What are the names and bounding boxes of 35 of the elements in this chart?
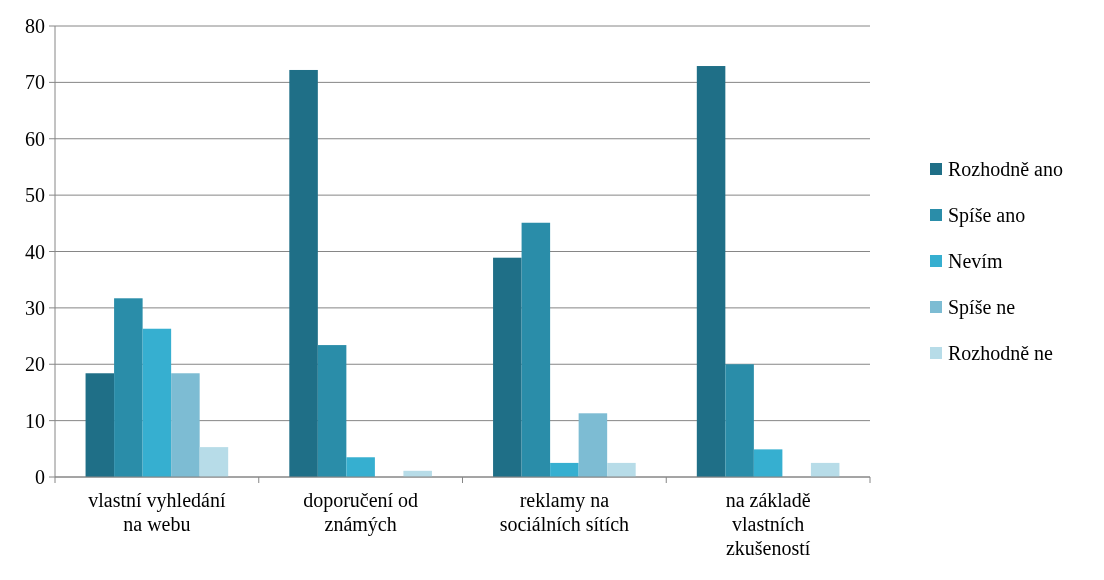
y-tick-label: 30 — [25, 296, 45, 319]
bar — [725, 364, 754, 477]
y-tick-label: 40 — [25, 240, 45, 263]
bar — [289, 69, 318, 477]
legend-label: Spíše ne — [948, 296, 1016, 319]
x-tick-label: doporučení od známých — [303, 489, 419, 536]
y-tick-label: 10 — [25, 409, 45, 432]
y-tick-label: 50 — [25, 184, 45, 207]
y-tick-label: 80 — [25, 15, 45, 37]
legend-label: Nevím — [948, 250, 1003, 272]
legend-label: Rozhodně ano — [948, 158, 1063, 180]
y-tick-label: 0 — [35, 466, 45, 488]
bar — [550, 462, 579, 477]
bar — [199, 447, 229, 477]
legend-label: Spíše ano — [948, 204, 1026, 227]
y-tick-label: 20 — [25, 353, 45, 376]
bar — [810, 462, 840, 477]
bar — [171, 373, 200, 477]
bar — [607, 462, 636, 477]
x-tick-label: na základě vlastních zkušeností — [725, 489, 811, 559]
bar — [114, 298, 143, 477]
bar — [521, 222, 551, 477]
x-tick-label: vlastní vyhledání na webu — [88, 489, 226, 535]
legend-label: Rozhodně ne — [948, 342, 1054, 364]
bar — [753, 449, 783, 477]
bar — [346, 457, 375, 477]
bar — [317, 345, 347, 477]
bar — [696, 66, 726, 477]
y-tick-label: 70 — [25, 71, 45, 94]
bar — [142, 328, 172, 477]
bar — [493, 257, 522, 477]
x-tick-label: reklamy na sociálních sítích — [499, 489, 630, 535]
bar — [578, 413, 608, 477]
bar — [85, 373, 115, 477]
y-tick-label: 60 — [25, 127, 45, 150]
